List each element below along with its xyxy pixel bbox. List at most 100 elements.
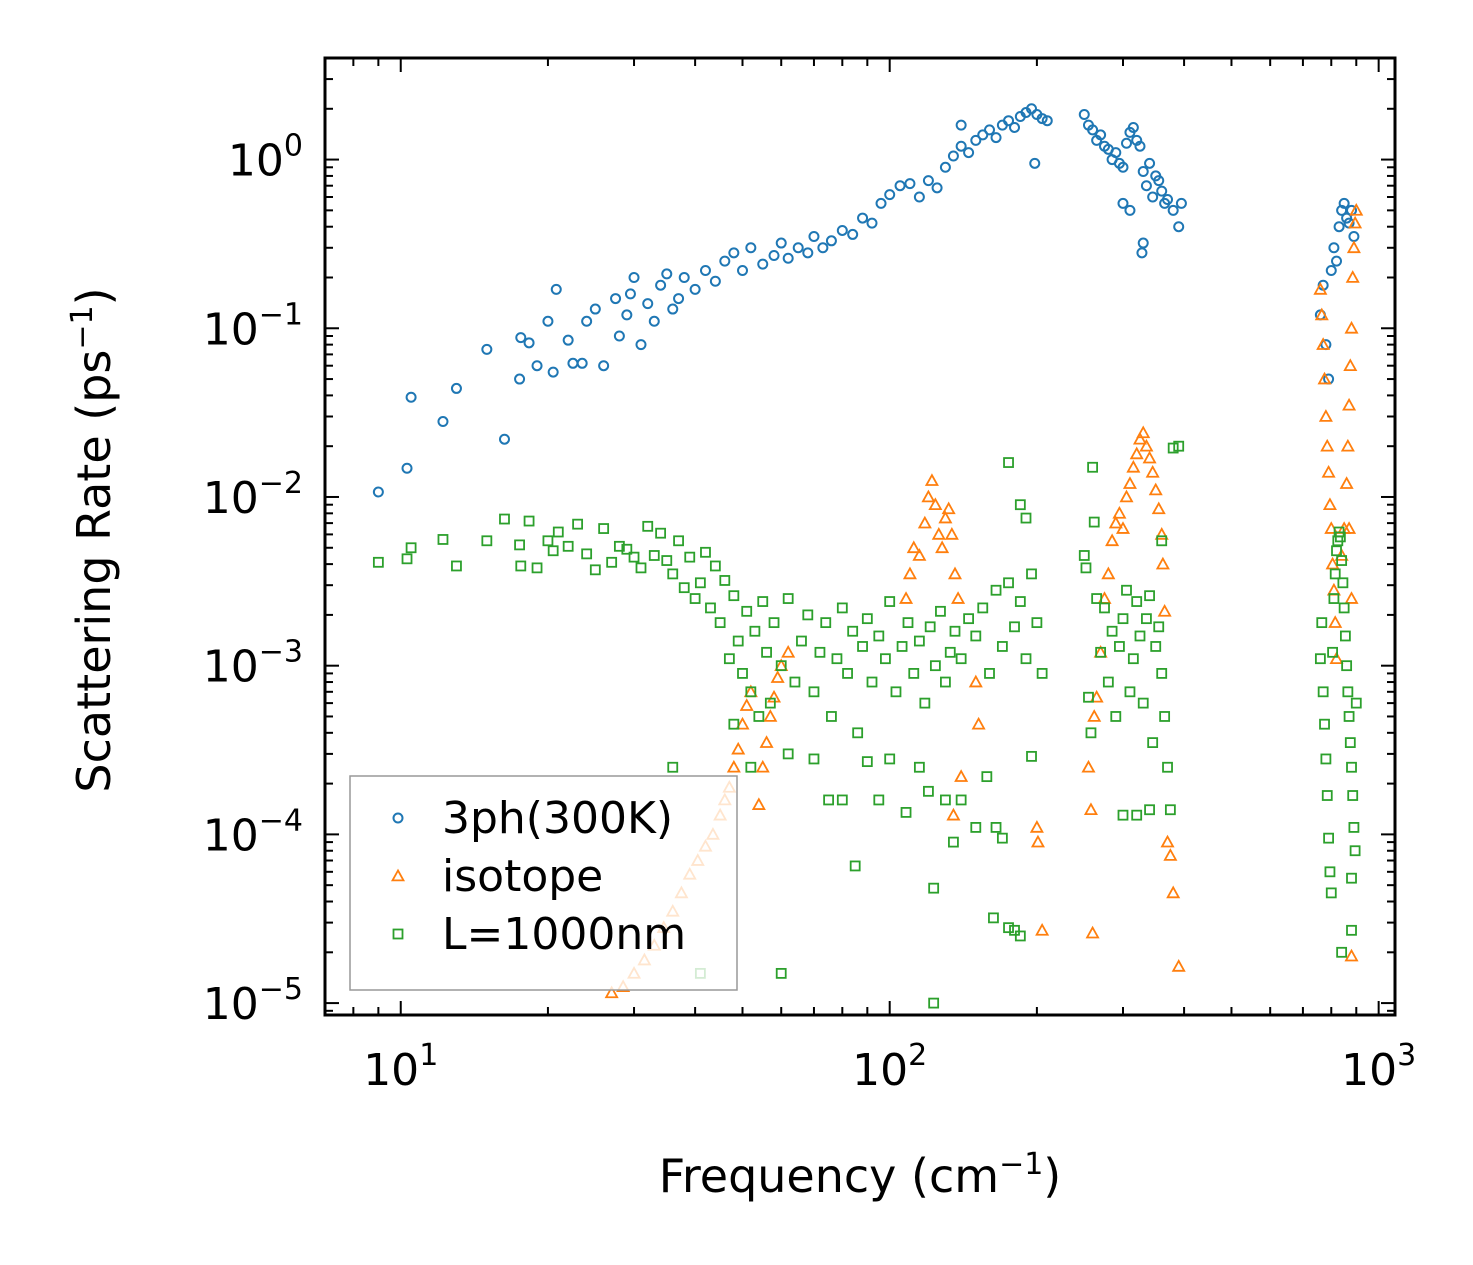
- data-point-triangle: [1317, 371, 1332, 385]
- data-point-triangle: [604, 985, 619, 999]
- data-point-circle: [1003, 115, 1015, 127]
- data-point-circle: [621, 309, 633, 321]
- data-point-triangle: [763, 709, 778, 722]
- data-point-circle: [1026, 103, 1038, 115]
- data-point-circle: [1127, 121, 1139, 133]
- data-point-square: [542, 535, 554, 547]
- data-point-triangle: [1081, 759, 1096, 773]
- data-point-triangle: [902, 566, 917, 580]
- data-point-circle: [1131, 134, 1143, 146]
- data-point-square: [1348, 822, 1360, 833]
- data-point-square: [1350, 697, 1362, 709]
- data-point-square: [728, 718, 740, 730]
- data-point-square: [929, 660, 941, 672]
- data-point-square: [1127, 653, 1139, 665]
- y-tick-label: 10−4: [203, 803, 303, 861]
- data-point-circle: [635, 339, 647, 351]
- data-point-square: [1080, 562, 1092, 574]
- data-point-triangle: [1142, 450, 1157, 464]
- legend: 3ph(300K) isotope L=1000nm: [349, 775, 738, 991]
- data-point-circle: [661, 268, 673, 280]
- data-point-square: [562, 540, 574, 552]
- data-point-triangle: [1029, 820, 1044, 833]
- data-point-square: [1159, 711, 1171, 722]
- data-point-circle: [1136, 247, 1148, 259]
- data-point-square: [401, 553, 413, 565]
- data-point-square: [1085, 727, 1097, 739]
- data-point-square: [628, 551, 640, 563]
- data-point-square: [1164, 804, 1176, 816]
- data-point-circle: [401, 462, 413, 474]
- data-point-circle: [1162, 193, 1174, 205]
- data-point-square: [808, 686, 820, 698]
- data-point-triangle: [1087, 709, 1102, 722]
- data-point-triangle: [935, 540, 950, 554]
- data-point-square: [955, 653, 967, 665]
- data-point-square: [1323, 832, 1335, 844]
- data-point-circle: [802, 247, 814, 259]
- data-point-circle: [613, 330, 625, 342]
- data-point-square: [928, 882, 940, 894]
- data-point-square: [814, 646, 826, 658]
- data-point-circle: [1041, 115, 1053, 127]
- data-point-square: [924, 621, 936, 633]
- data-point-circle: [719, 255, 731, 267]
- data-point-square: [1336, 946, 1348, 958]
- data-point-triangle: [1322, 497, 1337, 510]
- data-point-square: [1346, 872, 1357, 884]
- data-point-triangle: [1132, 431, 1148, 445]
- data-point-square: [1091, 593, 1103, 604]
- data-point-square: [694, 577, 706, 589]
- data-point-square: [842, 668, 853, 679]
- data-point-square: [572, 518, 584, 530]
- data-point-square: [996, 641, 1008, 652]
- data-point-square: [1328, 593, 1340, 604]
- data-point-circle: [884, 189, 896, 201]
- data-point-triangle: [1030, 834, 1045, 848]
- data-point-square: [944, 646, 956, 658]
- data-point-square: [796, 635, 807, 647]
- data-point-square: [1319, 718, 1330, 730]
- data-point-triangle: [1166, 885, 1181, 899]
- data-point-triangle: [1136, 425, 1151, 439]
- data-point-triangle: [1115, 521, 1131, 534]
- data-point-circle: [655, 279, 667, 291]
- data-point-square: [919, 697, 931, 709]
- data-point-square: [775, 660, 787, 672]
- data-point-square: [1339, 630, 1351, 642]
- data-point-triangle: [917, 515, 932, 529]
- data-point-circle: [562, 334, 574, 346]
- data-point-square: [984, 668, 995, 679]
- data-point-circle: [1144, 157, 1156, 169]
- data-point-square: [1347, 790, 1359, 801]
- data-point-square: [1121, 584, 1132, 596]
- data-point-square: [826, 711, 837, 722]
- data-point-triangle: [921, 489, 936, 503]
- data-point-triangle: [1342, 521, 1357, 534]
- data-point-square: [1337, 577, 1349, 589]
- data-point-square: [782, 593, 794, 604]
- series-L=1000nm: [372, 440, 1362, 1009]
- data-point-square: [515, 560, 527, 572]
- data-point-square: [1153, 621, 1165, 633]
- data-point-circle: [1328, 242, 1340, 254]
- data-point-square: [884, 596, 896, 607]
- data-point-square: [913, 635, 925, 647]
- data-point-square: [970, 630, 982, 642]
- data-point-triangle: [1108, 515, 1123, 529]
- data-point-square: [1102, 676, 1114, 688]
- data-point-circle: [567, 357, 579, 369]
- data-point-square: [1144, 804, 1155, 816]
- x-axis-title: Frequency (cm−1): [659, 1147, 1062, 1203]
- data-point-square: [1134, 630, 1146, 642]
- data-point-triangle: [1320, 438, 1335, 452]
- data-point-square: [1110, 711, 1122, 722]
- data-point-triangle: [1344, 948, 1359, 962]
- data-point-circle: [1175, 197, 1187, 209]
- data-point-triangle: [1126, 459, 1141, 473]
- data-point-square: [642, 520, 654, 532]
- data-point-circle: [894, 180, 906, 192]
- data-point-circle: [817, 242, 829, 254]
- data-point-square: [709, 560, 721, 572]
- data-point-square: [1150, 641, 1162, 652]
